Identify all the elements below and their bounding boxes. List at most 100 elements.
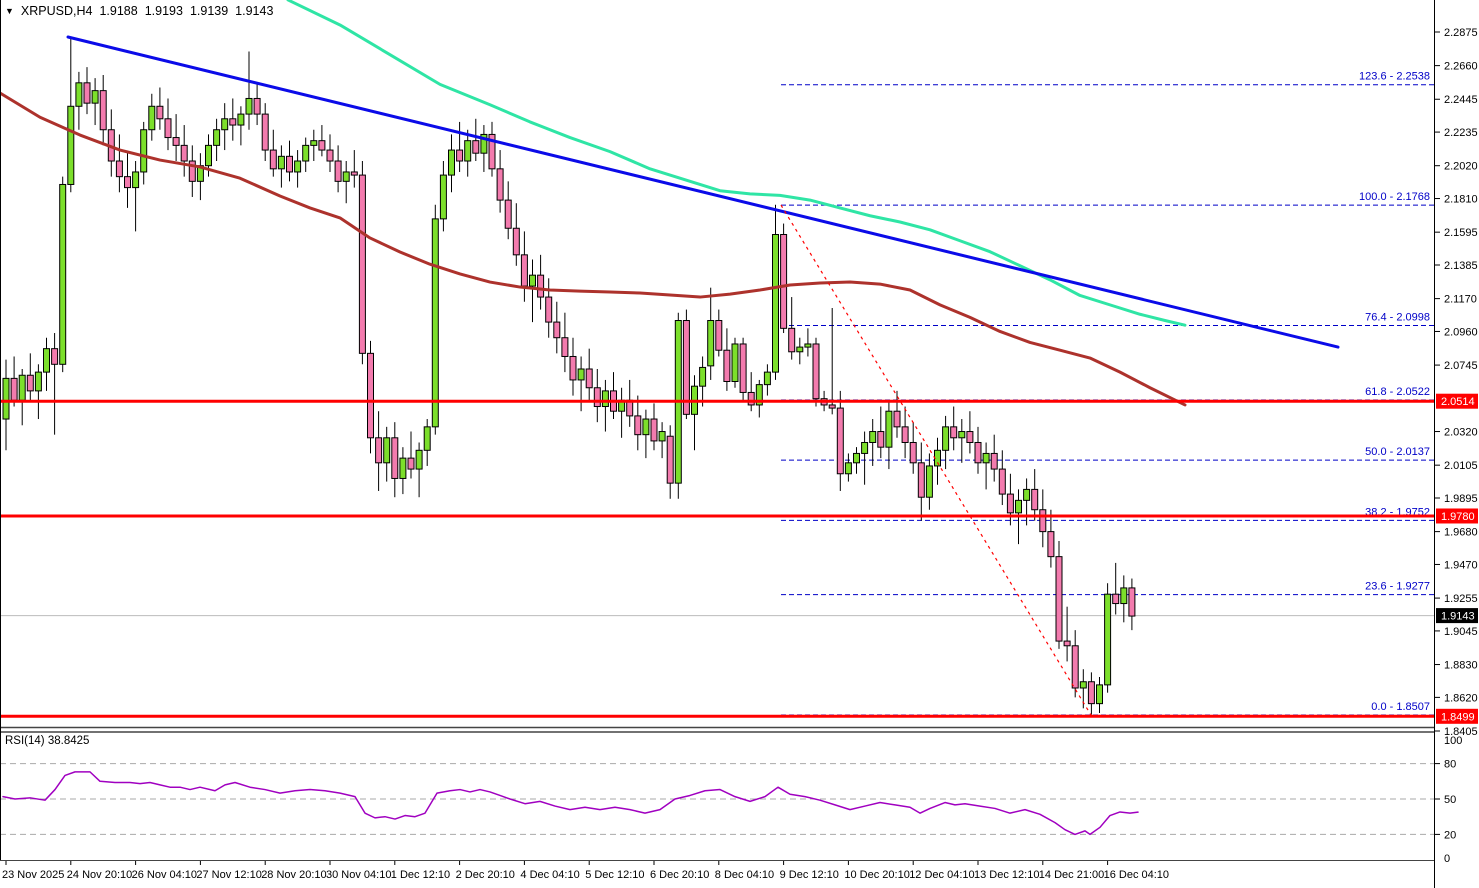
price-label: 1.9045	[1444, 626, 1478, 638]
bull-candle	[658, 431, 666, 442]
time-label: 12 Dec 04:10	[909, 869, 974, 881]
bear-candle	[172, 137, 180, 146]
bull-candle	[148, 105, 156, 131]
bull-candle	[731, 343, 739, 383]
pane-splitter[interactable]	[0, 0, 1479, 861]
blue-trendline[interactable]	[66, 35, 1340, 349]
time-label: 24 Nov 20:10	[67, 869, 132, 881]
rsi-pane	[2, 771, 1139, 836]
time-label: 10 Dec 20:10	[844, 869, 909, 881]
bear-candle	[124, 176, 131, 189]
time-label: 5 Dec 12:10	[585, 869, 644, 881]
hline-price-tag-bg	[1436, 508, 1478, 524]
bull-candle	[294, 160, 302, 173]
price-label: 2.2235	[1444, 127, 1478, 139]
bull-candle	[59, 183, 67, 365]
bear-candle	[164, 118, 172, 139]
time-label: 6 Dec 20:10	[650, 869, 709, 881]
symbol-dropdown-arrow-icon[interactable]: ▼	[5, 5, 14, 16]
fib-retracement[interactable]: 123.6 - 2.2538 100.0 - 2.1768 76.4 - 2.099…	[781, 71, 1434, 716]
trendline-red[interactable]	[780, 204, 1092, 716]
bull-candle	[1096, 684, 1103, 705]
bull-candle	[529, 274, 536, 287]
bull-candle	[699, 366, 707, 387]
bull-candle	[1120, 587, 1128, 605]
bear-candle	[367, 352, 374, 439]
bear-candle	[269, 149, 277, 170]
price-label: 2.2875	[1444, 27, 1478, 39]
hline-price-tag-bg	[1436, 708, 1478, 724]
price-label: 2.1595	[1444, 227, 1478, 239]
red-dashed-trendline[interactable]	[780, 204, 1092, 716]
bear-candle	[990, 452, 998, 470]
bull-candle	[221, 118, 229, 131]
rsi-axis-label: 100	[1444, 735, 1462, 747]
price-axis-panel[interactable]: 2.2875 2.2660 2.2445 2.2235 2.2020 2.1810 2.15…	[1434, 0, 1479, 888]
bull-candle	[1023, 488, 1031, 501]
ma-fast-brown[interactable]	[0, 91, 1187, 407]
bear-candle	[569, 355, 577, 381]
rsi-axis-label: 50	[1444, 794, 1456, 806]
bear-candle	[909, 441, 917, 464]
time-axis[interactable]: 23 Nov 2025 24 Nov 20:10 26 Nov 04:10 27 No…	[2, 861, 1169, 881]
bull-candle	[942, 426, 950, 451]
bull-candle	[707, 320, 715, 367]
fib-level-label: 100.0 - 2.1768	[1359, 191, 1430, 203]
bear-candle	[1031, 488, 1039, 511]
symbol-label: XRPUSD,H4	[20, 4, 93, 18]
bull-candle	[302, 144, 310, 162]
bear-candle	[812, 343, 820, 400]
fib-level-label: 76.4 - 2.0998	[1365, 312, 1430, 324]
bull-candle	[91, 90, 99, 104]
bear-candle	[537, 274, 545, 298]
bear-candle	[950, 426, 958, 439]
current-price-tag: 1.9143	[1436, 608, 1478, 624]
hline-price-tag-text: 1.8499	[1441, 711, 1475, 723]
bull-candle	[796, 346, 804, 353]
bull-candle	[34, 371, 42, 392]
bull-candle	[383, 437, 391, 464]
bear-candle	[472, 140, 480, 154]
ma-slow-teal[interactable]	[286, 0, 1187, 327]
price-label: 2.1810	[1444, 194, 1478, 206]
bear-candle	[261, 113, 269, 151]
price-label: 2.0960	[1444, 326, 1478, 338]
bear-candle	[585, 368, 593, 389]
ohlc-low: 1.9139	[189, 4, 229, 18]
bear-candle	[407, 457, 415, 470]
bull-candle	[75, 82, 83, 107]
horizontal-lines[interactable]	[0, 399, 1434, 718]
price-label: 1.8405	[1444, 726, 1478, 738]
bear-candle	[1055, 556, 1063, 642]
bear-candle	[456, 149, 464, 162]
bear-candle	[739, 343, 747, 393]
bear-candle	[83, 82, 91, 104]
bear-candle	[715, 320, 723, 351]
price-label: 1.8830	[1444, 660, 1478, 672]
bear-candle	[747, 391, 755, 406]
bull-candle	[577, 368, 585, 381]
bull-candle	[399, 457, 407, 479]
price-label: 2.2445	[1444, 94, 1478, 106]
bear-candle	[520, 254, 528, 287]
price-label: 2.0745	[1444, 360, 1478, 372]
time-label: 9 Dec 12:10	[780, 869, 839, 881]
bear-candle	[504, 199, 512, 229]
bull-candle	[853, 452, 860, 464]
time-label: 27 Nov 12:10	[196, 869, 261, 881]
bull-candle	[763, 371, 771, 386]
bear-candle	[26, 374, 34, 392]
trendline-blue[interactable]	[66, 35, 1340, 349]
candles-layer	[2, 37, 1136, 715]
price-label: 1.8620	[1444, 692, 1478, 704]
hline-price-tag: 1.9780	[1436, 508, 1478, 524]
bear-candle	[1112, 593, 1120, 605]
price-label: 2.2660	[1444, 61, 1478, 73]
bull-candle	[601, 390, 609, 408]
bull-candle	[1079, 681, 1087, 689]
bull-candle	[43, 348, 50, 373]
time-label: 2 Dec 20:10	[456, 869, 515, 881]
fib-level-label: 0.0 - 1.8507	[1371, 701, 1430, 713]
